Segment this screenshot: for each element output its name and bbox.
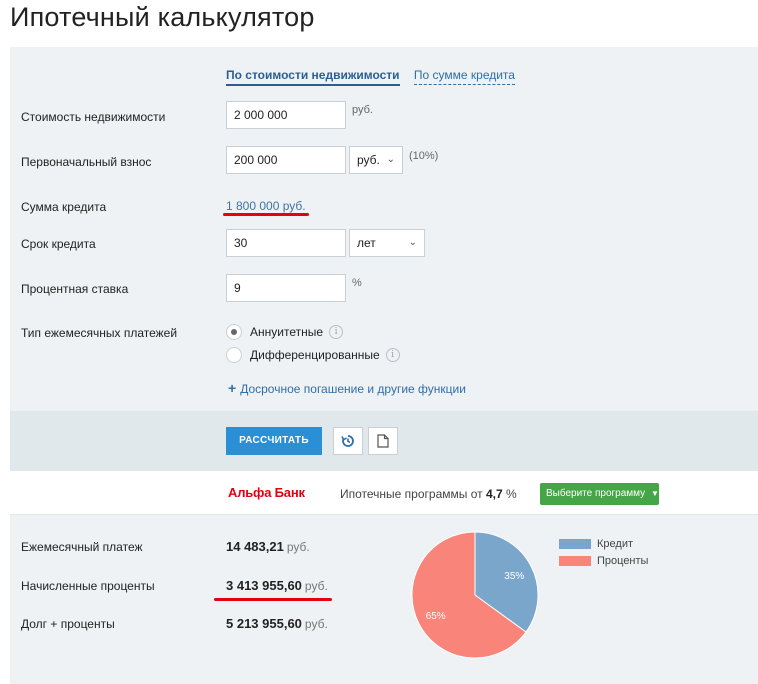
- document-button[interactable]: [368, 427, 398, 455]
- radio-differentiated-label: Дифференцированные: [250, 348, 380, 362]
- property-cost-input[interactable]: 2 000 000: [226, 101, 346, 129]
- down-payment-percent: (10%): [409, 150, 439, 162]
- interest-rate-input[interactable]: 9: [226, 274, 346, 302]
- interest-label: Начисленные проценты: [21, 579, 155, 593]
- property-cost-label: Стоимость недвижимости: [21, 110, 166, 124]
- legend-label-2: Проценты: [597, 555, 649, 567]
- interest-unit: руб.: [304, 579, 328, 593]
- total-number: 5 213 955,60: [226, 616, 302, 631]
- loan-amount-unit: руб.: [282, 199, 306, 213]
- radio-unchecked-icon: [226, 347, 242, 363]
- legend-label-1: Кредит: [597, 538, 634, 550]
- loan-amount-value: 1 800 000 руб.: [226, 199, 306, 213]
- pie-slice-1: [474, 531, 539, 633]
- down-payment-unit-select[interactable]: руб. ⌄: [349, 146, 403, 174]
- choose-program-label: Выберите программу: [546, 488, 646, 499]
- bank-offer-bar: Альфа Банк Ипотечные программы от 4,7 % …: [10, 471, 758, 515]
- total-label: Долг + проценты: [21, 617, 115, 631]
- interest-value: 3 413 955,60 руб.: [226, 578, 328, 593]
- monthly-payment-unit: руб.: [286, 540, 310, 554]
- red-underline-annotation: [223, 213, 309, 216]
- down-payment-input[interactable]: 200 000: [226, 146, 346, 174]
- legend-swatch-2: [559, 556, 591, 566]
- chevron-down-icon: ⌄: [408, 237, 417, 248]
- calc-mode-tabs: По стоимости недвижимости По сумме креди…: [226, 68, 526, 86]
- down-payment-unit-value: руб.: [357, 153, 380, 167]
- pie-slice-2: [411, 531, 527, 659]
- history-button[interactable]: [333, 427, 363, 455]
- calculate-button[interactable]: РАССЧИТАТЬ: [226, 427, 322, 455]
- down-payment-label: Первоначальный взнос: [21, 155, 152, 169]
- legend-swatch-1: [559, 539, 591, 549]
- bank-offer-caption: Ипотечные программы от: [340, 487, 483, 501]
- monthly-payment-value: 14 483,21 руб.: [226, 539, 310, 554]
- monthly-payment-label: Ежемесячный платеж: [21, 540, 143, 554]
- monthly-payment-number: 14 483,21: [226, 539, 284, 554]
- loan-amount-number: 1 800 000: [226, 199, 280, 213]
- history-icon: [341, 435, 354, 447]
- mortgage-calculator: По стоимости недвижимости По сумме креди…: [10, 47, 758, 684]
- early-repayment-link[interactable]: + Досрочное погашение и другие функции: [228, 380, 466, 396]
- tab-by-loan-amount[interactable]: По сумме кредита: [413, 68, 515, 85]
- interest-rate-unit: %: [352, 277, 362, 289]
- document-icon: [377, 434, 389, 448]
- bank-logo[interactable]: Альфа Банк: [228, 485, 305, 500]
- early-repayment-link-label: Досрочное погашение и другие функции: [240, 382, 466, 396]
- chevron-down-icon: ▼: [650, 489, 659, 498]
- total-value: 5 213 955,60 руб.: [226, 616, 328, 631]
- loan-term-unit-select[interactable]: лет ⌄: [349, 229, 425, 257]
- actions-bar: РАССЧИТАТЬ: [10, 411, 758, 471]
- loan-term-unit-value: лет: [357, 236, 376, 250]
- radio-annuity-label: Аннуитетные: [250, 325, 324, 339]
- property-cost-unit: руб.: [352, 104, 373, 116]
- loan-term-input[interactable]: 30: [226, 229, 346, 257]
- radio-checked-icon: [226, 324, 242, 340]
- radio-differentiated[interactable]: Дифференцированные i: [226, 347, 400, 363]
- tab-by-property-cost[interactable]: По стоимости недвижимости: [226, 68, 400, 86]
- bank-offer-rate-unit: %: [506, 487, 517, 501]
- legend-item-2: Проценты: [559, 555, 648, 567]
- info-icon[interactable]: i: [329, 325, 344, 339]
- loan-amount-label: Сумма кредита: [21, 200, 107, 214]
- bank-offer-rate: 4,7: [485, 487, 503, 501]
- legend-item-1: Кредит: [559, 538, 648, 550]
- interest-rate-label: Процентная ставка: [21, 282, 129, 296]
- payment-structure-pie-chart: 35% 65%: [411, 531, 539, 659]
- bank-offer-text: Ипотечные программы от 4,7 %: [340, 487, 517, 501]
- loan-term-label: Срок кредита: [21, 237, 96, 251]
- red-underline-annotation: [214, 598, 332, 601]
- pie-slice-label-1: 35%: [504, 571, 524, 582]
- info-icon[interactable]: i: [385, 348, 400, 362]
- chart-legend: Кредит Проценты: [559, 538, 648, 572]
- plus-icon: +: [228, 380, 237, 396]
- chevron-down-icon: ⌄: [386, 154, 395, 165]
- choose-program-button[interactable]: Выберите программу ▼: [540, 483, 659, 505]
- page-title: Ипотечный калькулятор: [10, 2, 315, 32]
- pie-slice-label-2: 65%: [426, 611, 446, 622]
- radio-annuity[interactable]: Аннуитетные i: [226, 324, 344, 340]
- total-unit: руб.: [304, 617, 328, 631]
- interest-number: 3 413 955,60: [226, 578, 302, 593]
- payment-type-label: Тип ежемесячных платежей: [21, 326, 178, 340]
